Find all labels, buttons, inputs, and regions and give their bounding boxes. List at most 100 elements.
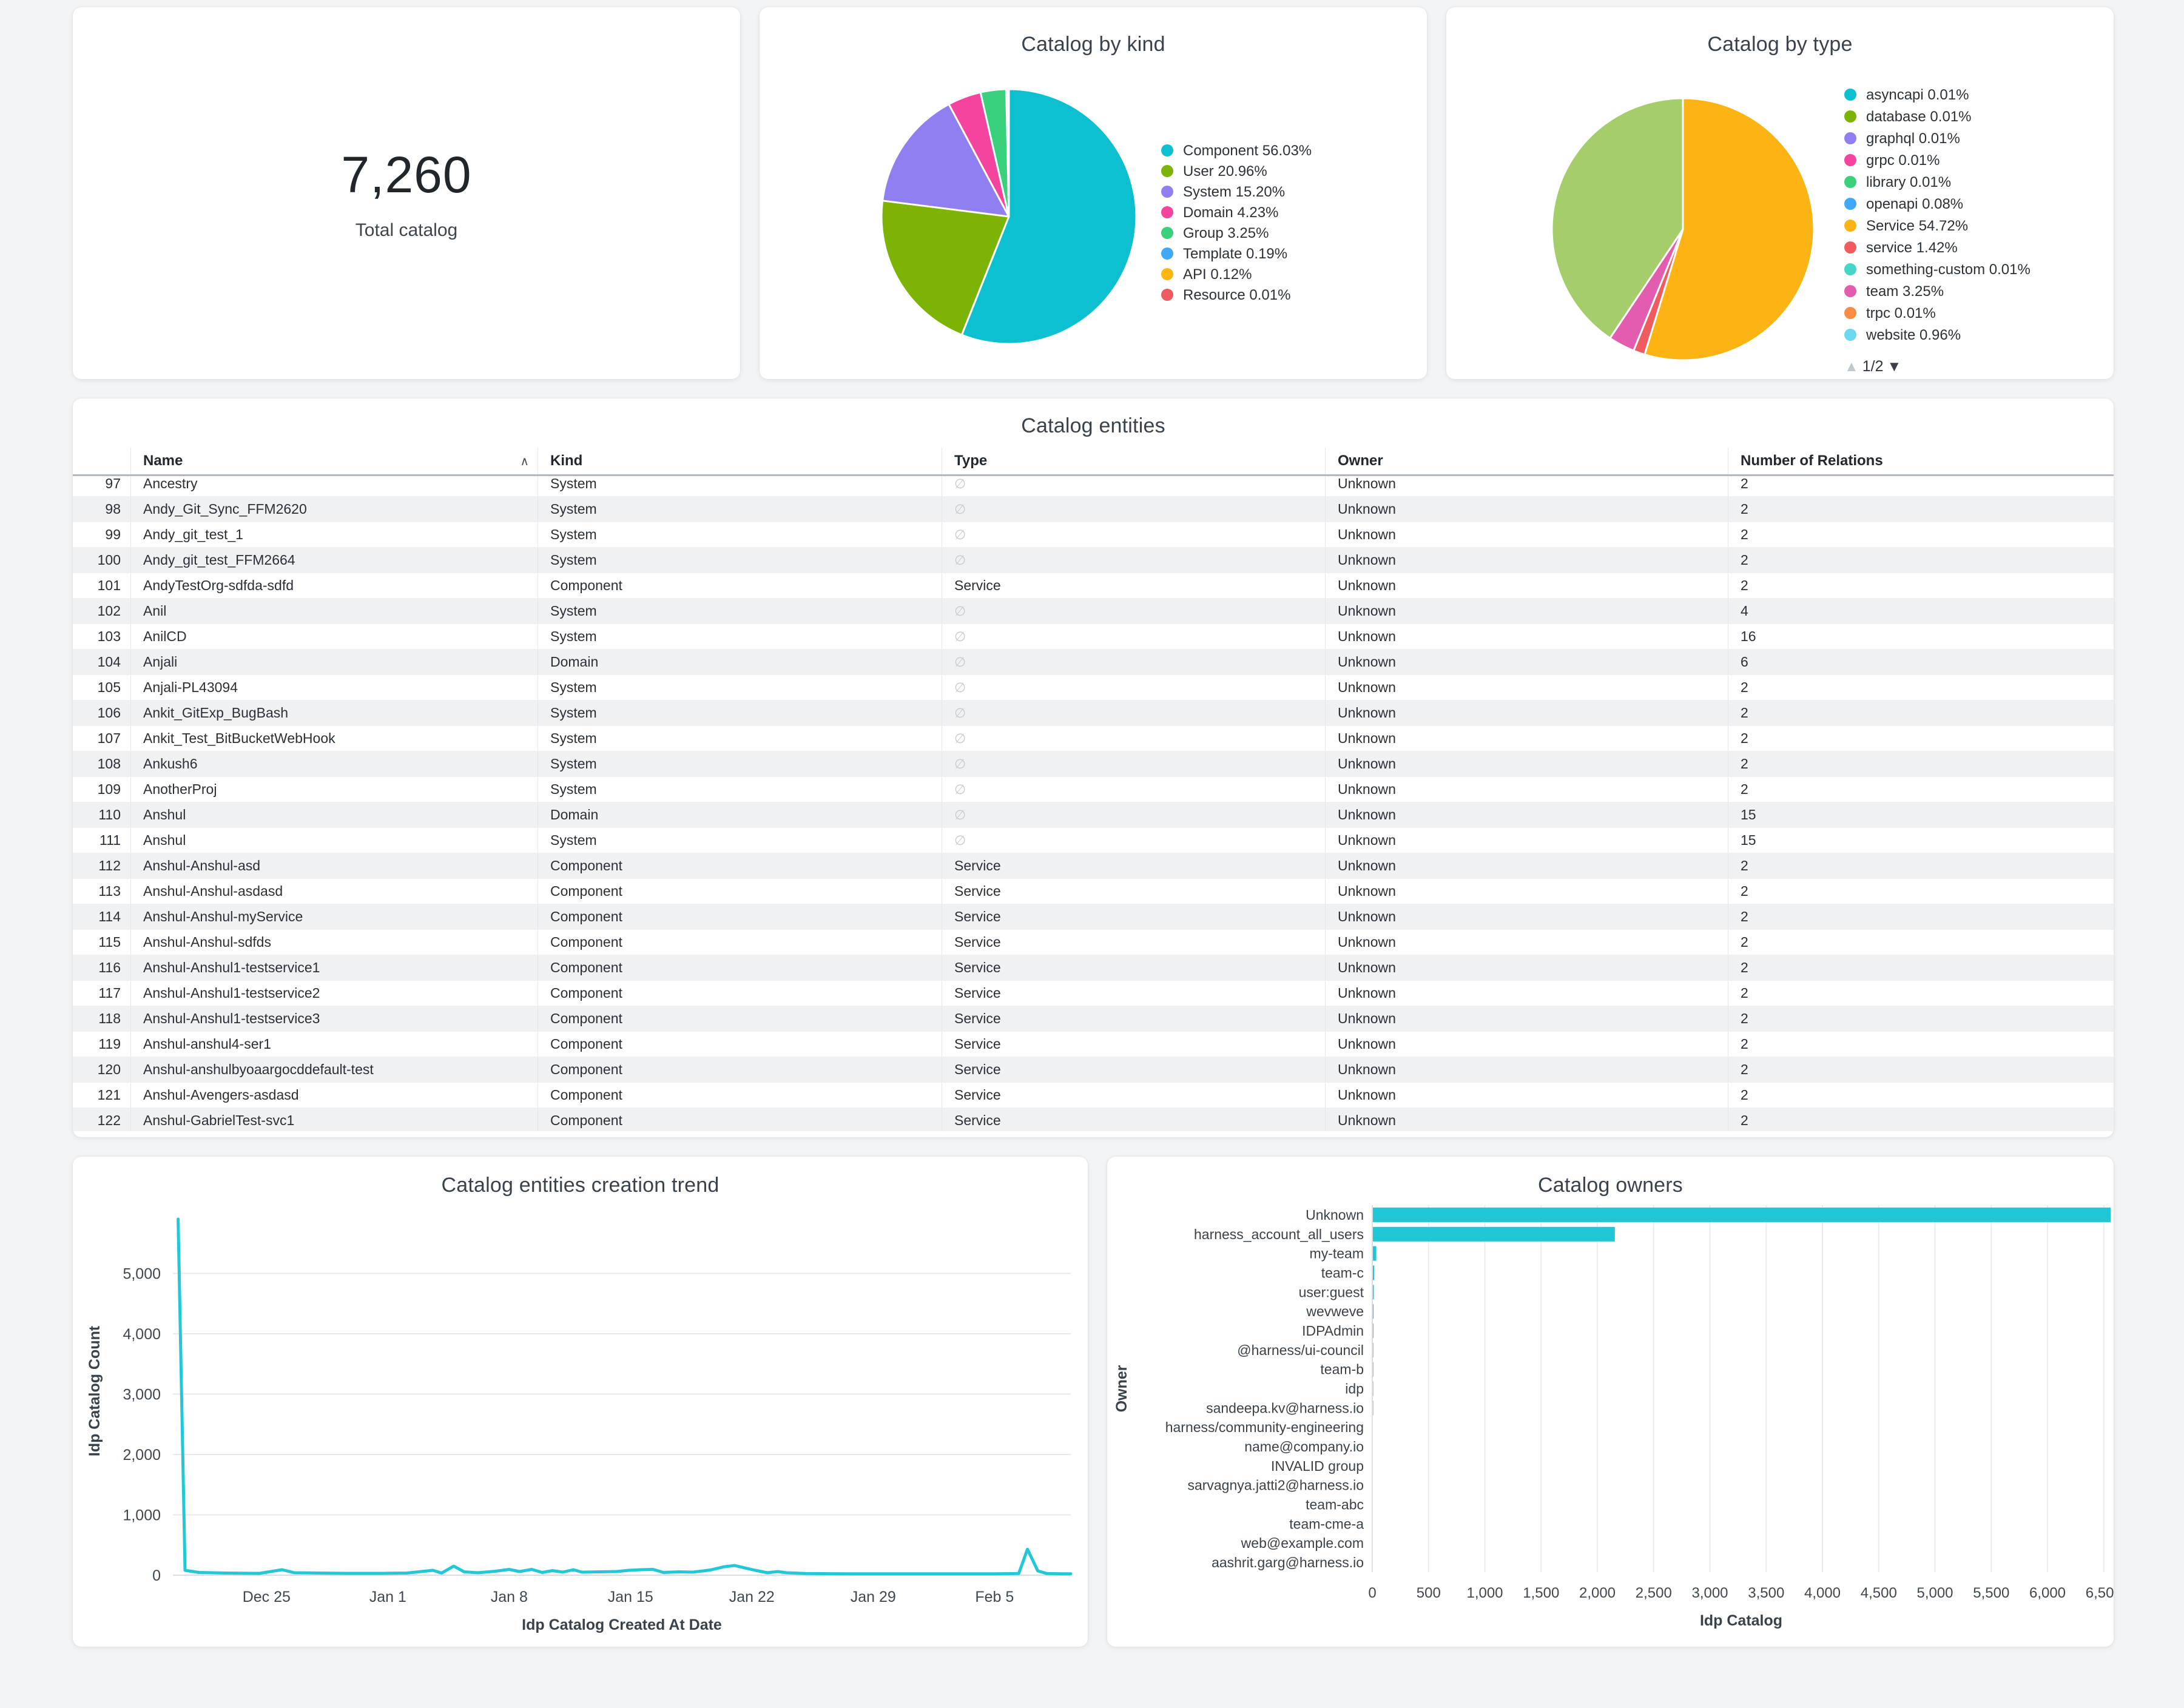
total-catalog-value: 7,260 bbox=[341, 146, 472, 203]
owners-bar-my-team[interactable] bbox=[1373, 1246, 1377, 1261]
owners-bar-team-c[interactable] bbox=[1373, 1265, 1375, 1280]
table-row: 120 Anshul-anshulbyoaargocddefault-test Co… bbox=[73, 1057, 2114, 1083]
cell-num: 122 bbox=[97, 1112, 121, 1128]
owners-category-label: my-team bbox=[1310, 1246, 1364, 1262]
owners-category-label: harness/community-engineering bbox=[1165, 1419, 1364, 1435]
column-header-owner[interactable]: Owner bbox=[1325, 448, 1728, 474]
legend-item-grpc[interactable]: grpc 0.01% bbox=[1844, 152, 2031, 173]
cell-kind: System bbox=[538, 599, 942, 624]
legend-item-database[interactable]: database 0.01% bbox=[1844, 108, 2031, 130]
legend-item-Service[interactable]: Service 54.72% bbox=[1844, 217, 2031, 239]
column-header-kind[interactable]: Kind bbox=[538, 448, 942, 474]
legend-item-Domain[interactable]: Domain 4.23% bbox=[1161, 204, 1312, 224]
owners-x-tick: 1,500 bbox=[1523, 1585, 1559, 1601]
owners-x-tick: 0 bbox=[1368, 1585, 1376, 1601]
legend-item-service[interactable]: service 1.42% bbox=[1844, 239, 2031, 261]
table-row: 108 Ankush6 System ∅ Unknown 2 bbox=[73, 751, 2114, 777]
legend-label: User 20.96% bbox=[1183, 163, 1267, 180]
pie-slice-Service[interactable] bbox=[1643, 97, 1815, 361]
table-row: 119 Anshul-anshul4-ser1 Component Service Un… bbox=[73, 1032, 2114, 1057]
sort-asc-icon[interactable]: ∧ bbox=[520, 454, 529, 468]
cell-type: ∅ bbox=[942, 650, 1325, 674]
cell-num: 113 bbox=[98, 883, 121, 899]
catalog-owners-chart: 0 500 1,000 1,500 2,000 2,500 3,000 3,500 4,000 4… bbox=[1113, 1205, 2114, 1629]
cell-rel: 2 bbox=[1728, 701, 2114, 725]
legend-dot-icon bbox=[1844, 329, 1856, 341]
pie-slice-User[interactable] bbox=[880, 200, 1010, 336]
legend-item-Component[interactable]: Component 56.03% bbox=[1161, 142, 1312, 163]
catalog-by-type-legend: asyncapi 0.01% database 0.01% graphql 0.01… bbox=[1844, 86, 2031, 348]
legend-item-System[interactable]: System 15.20% bbox=[1161, 183, 1312, 204]
cell-type: Service bbox=[942, 981, 1325, 1006]
legend-dot-icon bbox=[1844, 220, 1856, 232]
cell-rel: 2 bbox=[1728, 1083, 2114, 1108]
column-header-type[interactable]: Type bbox=[942, 448, 1325, 474]
legend-label: library 0.01% bbox=[1866, 174, 1952, 190]
catalog-by-type-title: Catalog by type bbox=[1707, 33, 1853, 56]
table-row: 115 Anshul-Anshul-sdfds Component Service Un… bbox=[73, 930, 2114, 955]
legend-item-Resource[interactable]: Resource 0.01% bbox=[1161, 286, 1312, 307]
cell-rel: 2 bbox=[1728, 955, 2114, 980]
column-header-relations[interactable]: Number of Relations bbox=[1728, 448, 2114, 474]
legend-item-something-custom[interactable]: something-custom 0.01% bbox=[1844, 261, 2031, 283]
legend-item-team[interactable]: team 3.25% bbox=[1844, 283, 2031, 304]
cell-name: Ankush6 bbox=[130, 751, 538, 776]
cell-kind: Component bbox=[538, 1108, 942, 1131]
legend-item-website[interactable]: website 0.96% bbox=[1844, 326, 2031, 348]
cell-name: Anshul-Anshul-myService bbox=[130, 904, 538, 929]
owners-bar-Unknown[interactable] bbox=[1373, 1207, 2111, 1222]
cell-kind: System bbox=[538, 522, 942, 547]
owners-category-label: idp bbox=[1345, 1381, 1364, 1397]
cell-rel: 2 bbox=[1728, 853, 2114, 878]
cell-kind: System bbox=[538, 624, 942, 649]
owners-bar-harness_account_all_users[interactable] bbox=[1373, 1226, 1615, 1242]
cell-type: Service bbox=[942, 853, 1325, 878]
cell-type: Service bbox=[942, 573, 1325, 598]
legend-item-library[interactable]: library 0.01% bbox=[1844, 173, 2031, 195]
legend-item-Template[interactable]: Template 0.19% bbox=[1161, 245, 1312, 266]
legend-dot-icon bbox=[1161, 289, 1173, 301]
catalog-by-kind-pie bbox=[880, 88, 1138, 345]
legend-dot-icon bbox=[1161, 144, 1173, 156]
legend-item-Group[interactable]: Group 3.25% bbox=[1161, 224, 1312, 245]
table-body-scroll-area[interactable]: 97 Ancestry System ∅ Unknown 2 98 Andy_Git_Sync… bbox=[73, 476, 2114, 1131]
cell-owner: Unknown bbox=[1325, 1083, 1728, 1108]
legend-label: Group 3.25% bbox=[1183, 225, 1269, 241]
catalog-by-kind-card: Catalog by kind Component 56.03% User 20.… bbox=[760, 7, 1427, 379]
owners-bar-user:guest[interactable] bbox=[1373, 1285, 1374, 1300]
table-row: 117 Anshul-Anshul1-testservice2 Component S… bbox=[73, 981, 2114, 1006]
pie-slice-Component[interactable] bbox=[960, 88, 1138, 345]
legend-item-graphql[interactable]: graphql 0.01% bbox=[1844, 130, 2031, 152]
cell-rel: 2 bbox=[1728, 476, 2114, 496]
legend-page-down-icon[interactable]: ▼ bbox=[1887, 358, 1902, 375]
column-header-name[interactable]: Name ∧ bbox=[130, 448, 538, 474]
legend-item-trpc[interactable]: trpc 0.01% bbox=[1844, 304, 2031, 326]
cell-type: Service bbox=[942, 879, 1325, 904]
trend-y-tick: 0 bbox=[152, 1567, 161, 1584]
legend-dot-icon bbox=[1844, 285, 1856, 297]
empty-value-icon: ∅ bbox=[954, 476, 966, 491]
legend-item-asyncapi[interactable]: asyncapi 0.01% bbox=[1844, 86, 2031, 108]
table-row: 114 Anshul-Anshul-myService Component Servi… bbox=[73, 904, 2114, 930]
owners-x-tick: 5,000 bbox=[1916, 1585, 1953, 1601]
column-header-name-label: Name bbox=[143, 452, 183, 469]
cell-owner: Unknown bbox=[1325, 726, 1728, 751]
pie-slice-System[interactable] bbox=[881, 103, 1010, 218]
cell-kind: Component bbox=[538, 904, 942, 929]
legend-item-API[interactable]: API 0.12% bbox=[1161, 266, 1312, 286]
owners-x-tick: 3,500 bbox=[1748, 1585, 1784, 1601]
legend-dot-icon bbox=[1161, 165, 1173, 177]
legend-item-openapi[interactable]: openapi 0.08% bbox=[1844, 195, 2031, 217]
cell-type: Service bbox=[942, 1083, 1325, 1108]
cell-kind: System bbox=[538, 548, 942, 573]
legend-item-User[interactable]: User 20.96% bbox=[1161, 163, 1312, 183]
cell-num: 108 bbox=[97, 756, 121, 772]
legend-page-up-icon[interactable]: ▲ bbox=[1844, 358, 1859, 375]
table-row: 104 Anjali Domain ∅ Unknown 6 bbox=[73, 650, 2114, 675]
catalog-by-kind-legend: Component 56.03% User 20.96% System 15.20%… bbox=[1161, 142, 1312, 307]
pie-slice-Unknown[interactable] bbox=[1551, 97, 1684, 339]
cell-rel: 2 bbox=[1728, 904, 2114, 929]
cell-num: 101 bbox=[97, 577, 121, 593]
cell-kind: Component bbox=[538, 1083, 942, 1108]
owners-category-label: harness_account_all_users bbox=[1194, 1226, 1364, 1242]
